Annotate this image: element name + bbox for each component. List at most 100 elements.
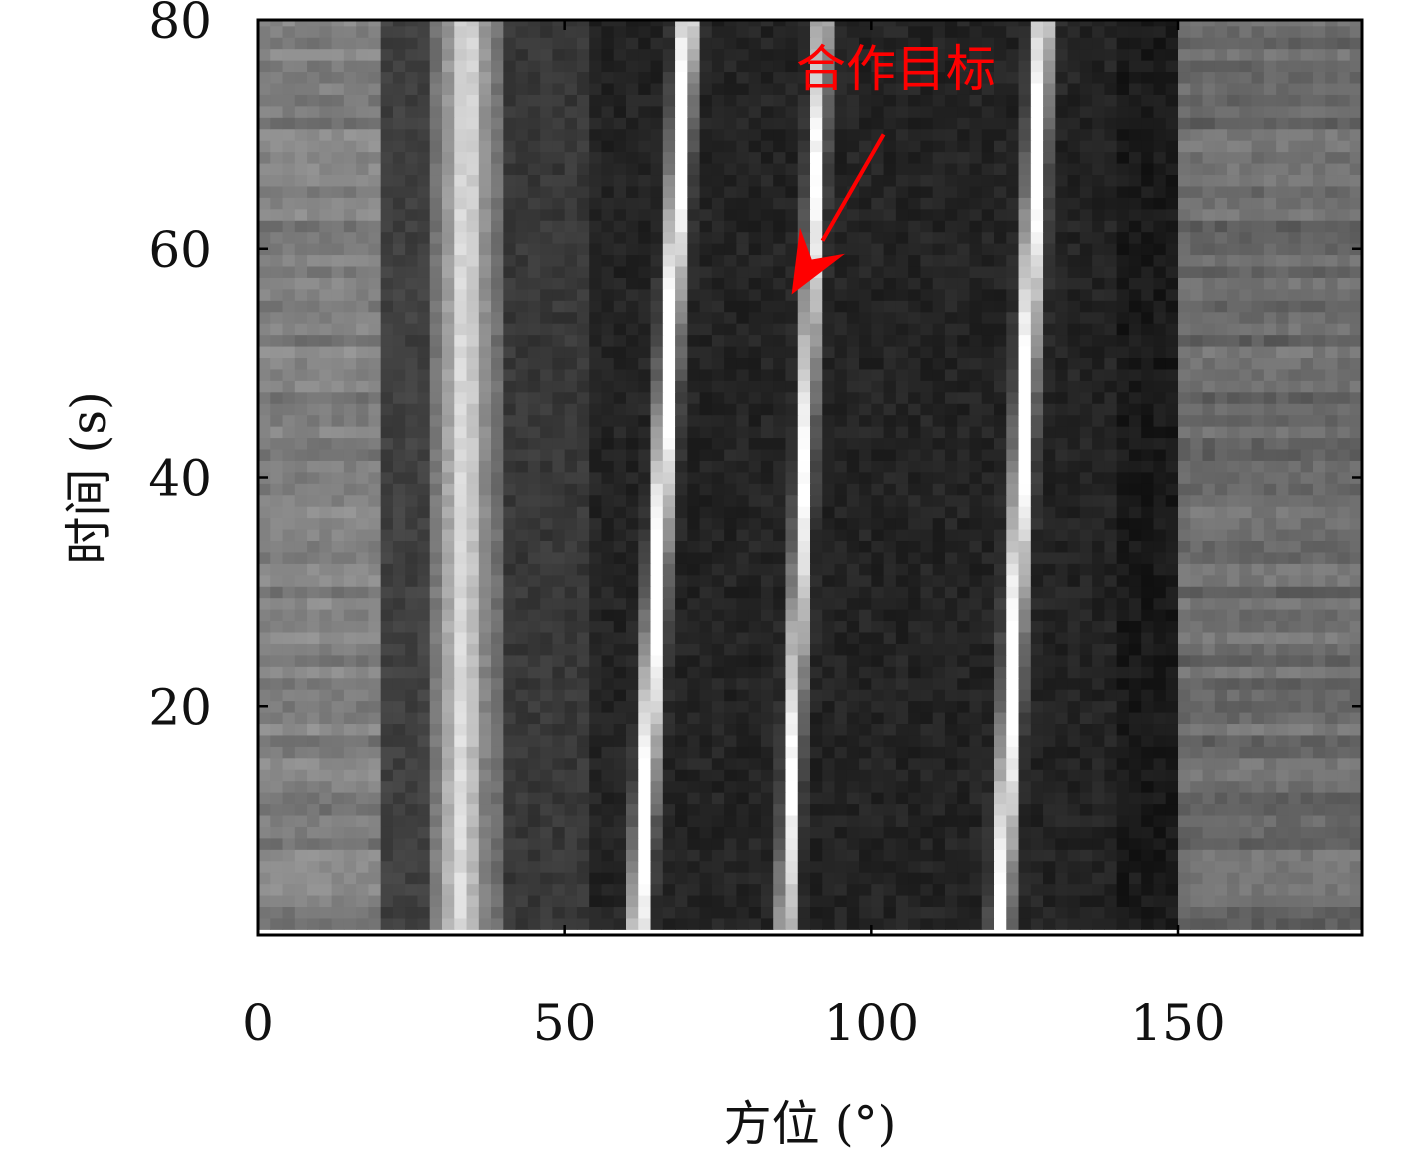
heatmap-cell	[1337, 334, 1351, 347]
heatmap-cell	[1067, 368, 1081, 381]
heatmap-cell	[466, 460, 480, 473]
heatmap-cell	[846, 700, 860, 713]
heatmap-cell	[871, 483, 885, 496]
heatmap-cell	[785, 643, 799, 656]
heatmap-cell	[491, 357, 504, 370]
heatmap-cell	[834, 769, 848, 782]
heatmap-cell	[564, 517, 578, 530]
heatmap-cell	[319, 894, 333, 908]
heatmap-cell	[699, 391, 713, 404]
heatmap-cell	[760, 677, 774, 690]
heatmap-cell	[1018, 792, 1032, 805]
heatmap-cell	[356, 426, 369, 439]
heatmap-cell	[405, 551, 419, 564]
heatmap-cell	[368, 677, 382, 690]
heatmap-cell	[1092, 643, 1105, 656]
heatmap-cell	[503, 448, 517, 461]
heatmap-cell	[331, 894, 345, 908]
heatmap-cell	[1104, 803, 1118, 816]
heatmap-cell	[846, 483, 860, 496]
heatmap-cell	[859, 746, 872, 759]
heatmap-cell	[785, 540, 799, 553]
heatmap-cell	[319, 357, 333, 370]
heatmap-cell	[466, 517, 480, 530]
heatmap-cell	[736, 357, 750, 370]
heatmap-cell	[1312, 437, 1326, 450]
heatmap-cell	[773, 334, 787, 347]
heatmap-cell	[699, 414, 713, 427]
heatmap-cell	[540, 426, 553, 439]
heatmap-cell	[1190, 597, 1204, 610]
heatmap-cell	[1227, 517, 1240, 530]
heatmap-cell	[1214, 677, 1228, 690]
heatmap-cell	[957, 860, 971, 873]
heatmap-cell	[638, 300, 652, 313]
heatmap-cell	[576, 471, 590, 484]
heatmap-cell	[638, 574, 652, 587]
heatmap-cell	[822, 403, 836, 416]
heatmap-cell	[1325, 677, 1339, 690]
heatmap-cell	[601, 368, 615, 381]
heatmap-cell	[920, 837, 934, 850]
heatmap-cell	[331, 792, 345, 805]
heatmap-cell	[662, 426, 676, 439]
heatmap-cell	[1030, 426, 1044, 439]
heatmap-cell	[626, 860, 639, 873]
heatmap-cell	[1079, 506, 1093, 519]
heatmap-cell	[650, 711, 664, 725]
heatmap-cell	[270, 494, 284, 507]
heatmap-cell	[1067, 792, 1081, 805]
heatmap-cell	[871, 448, 885, 461]
heatmap-cell	[368, 323, 382, 336]
heatmap-cell	[895, 792, 909, 805]
heatmap-cell	[392, 849, 406, 862]
heatmap-cell	[1079, 426, 1093, 439]
heatmap-cell	[356, 391, 369, 404]
heatmap-cell	[613, 883, 627, 896]
heatmap-cell	[1337, 746, 1351, 759]
heatmap-cell	[1018, 826, 1032, 839]
heatmap-cell	[797, 711, 811, 725]
heatmap-cell	[920, 620, 934, 633]
heatmap-cell	[675, 883, 688, 896]
heatmap-cell	[466, 757, 480, 770]
heatmap-cell	[466, 300, 480, 313]
heatmap-cell	[392, 837, 406, 850]
heatmap-cell	[1251, 631, 1265, 644]
heatmap-cell	[331, 311, 345, 324]
heatmap-cell	[1288, 517, 1302, 530]
heatmap-cell	[392, 894, 406, 908]
heatmap-cell	[417, 517, 431, 530]
heatmap-cell	[662, 620, 676, 633]
heatmap-cell	[478, 837, 492, 850]
heatmap-cell	[343, 483, 357, 496]
heatmap-cell	[491, 723, 504, 736]
heatmap-cell	[994, 437, 1007, 450]
heatmap-cell	[969, 403, 983, 416]
heatmap-cell	[994, 631, 1007, 644]
heatmap-cell	[1276, 872, 1289, 885]
heatmap-cell	[1227, 471, 1240, 484]
heatmap-cell	[1092, 837, 1105, 850]
heatmap-cell	[1300, 757, 1314, 770]
heatmap-cell	[1104, 746, 1118, 759]
heatmap-cell	[944, 620, 958, 633]
heatmap-cell	[258, 414, 271, 427]
heatmap-cell	[1214, 620, 1228, 633]
heatmap-cell	[576, 837, 590, 850]
heatmap-cell	[883, 357, 897, 370]
heatmap-cell	[957, 757, 971, 770]
heatmap-cell	[675, 746, 688, 759]
heatmap-cell	[515, 551, 529, 564]
heatmap-cell	[797, 723, 811, 736]
heatmap-cell	[969, 711, 983, 725]
heatmap-cell	[626, 906, 639, 919]
heatmap-cell	[1325, 448, 1339, 461]
heatmap-cell	[699, 872, 713, 885]
heatmap-cell	[1227, 609, 1240, 622]
heatmap-cell	[478, 711, 492, 725]
heatmap-cell	[773, 666, 787, 679]
heatmap-cell	[1178, 757, 1191, 770]
heatmap-cell	[331, 403, 345, 416]
heatmap-cell	[1325, 654, 1339, 667]
